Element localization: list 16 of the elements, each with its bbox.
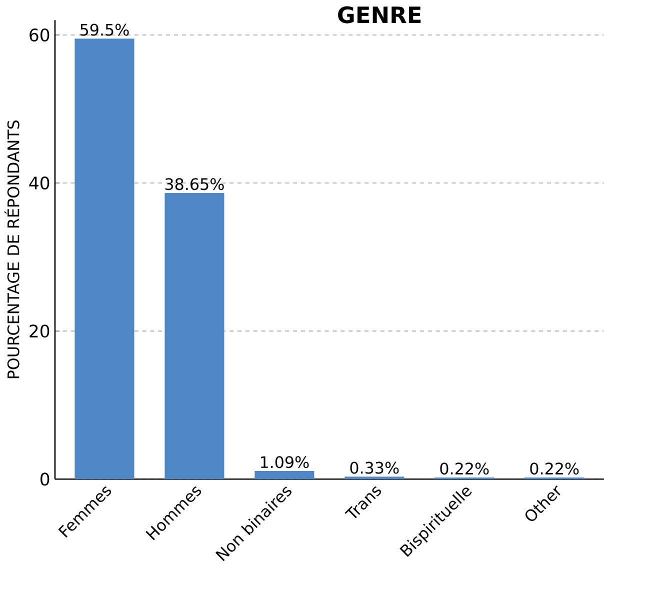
data-label: 1.09% <box>260 456 309 468</box>
data-label: 59.5% <box>80 24 129 36</box>
bar <box>254 470 314 480</box>
bar <box>344 476 404 480</box>
data-label: 0.22% <box>530 462 579 475</box>
data-label: 38.65% <box>165 178 224 190</box>
y-axis-title: POURCENTAGE DE RÉPONDANTS <box>4 120 20 378</box>
data-label: 0.22% <box>440 462 489 475</box>
y-tick-label: 20 <box>30 324 50 338</box>
y-tick-label: 0 <box>40 472 50 486</box>
y-tick-label: 60 <box>30 28 50 42</box>
chart-title: GENRE <box>338 6 421 24</box>
bar <box>74 38 134 480</box>
y-tick-label: 40 <box>29 176 50 190</box>
bar <box>164 192 224 480</box>
data-label: 0.33% <box>350 462 399 474</box>
